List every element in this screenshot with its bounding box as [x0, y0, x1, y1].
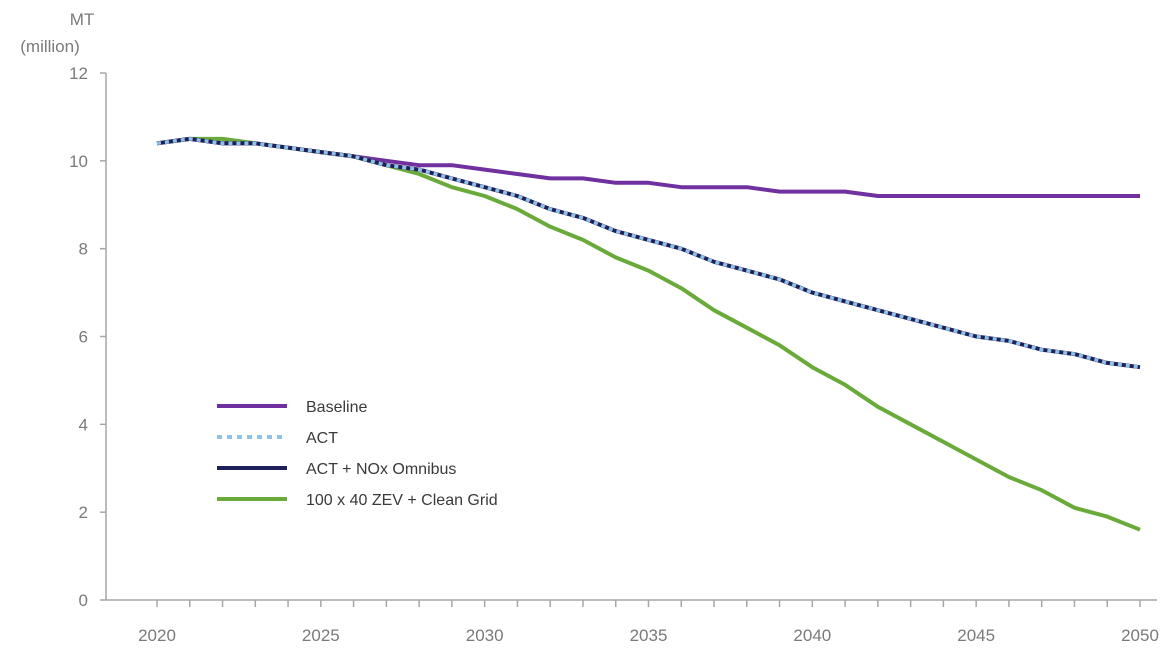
- y-tick-label: 2: [79, 503, 88, 522]
- series-line-act: [156, 137, 1141, 369]
- legend-label: ACT: [306, 430, 338, 447]
- y-axis-label-line-1: MT: [69, 10, 95, 29]
- series-line-act-nox-omnibus: [156, 136, 1141, 370]
- x-tick-label: 2030: [466, 626, 504, 645]
- series-lines: [156, 136, 1141, 532]
- y-tick-label: 4: [79, 415, 88, 434]
- legend-label: Baseline: [306, 399, 367, 416]
- x-tick-label: 2020: [138, 626, 176, 645]
- axes: 0 2 4 6 8 10 12 2020 2025 2030 2035 2040 2045 2050: [69, 64, 1159, 645]
- y-tick-label: 8: [79, 240, 88, 259]
- legend-label: ACT + NOx Omnibus: [306, 461, 456, 478]
- y-tick-label: 6: [79, 328, 88, 347]
- y-axis-label-line-2: (million): [20, 37, 80, 56]
- x-tick-label: 2040: [793, 626, 831, 645]
- y-tick-label: 10: [69, 152, 88, 171]
- y-tick-label: 12: [69, 64, 88, 83]
- y-tick-label: 0: [79, 591, 88, 610]
- x-tick-label: 2025: [302, 626, 340, 645]
- legend: Baseline ACT ACT + NOx Omnibus 100 x 40 ZEV…: [217, 399, 498, 509]
- x-tick-label: 2035: [630, 626, 668, 645]
- x-tick-label: 2050: [1121, 626, 1159, 645]
- series-line-baseline: [156, 136, 1140, 198]
- legend-label: 100 x 40 ZEV + Clean Grid: [306, 492, 498, 509]
- x-tick-label: 2045: [957, 626, 995, 645]
